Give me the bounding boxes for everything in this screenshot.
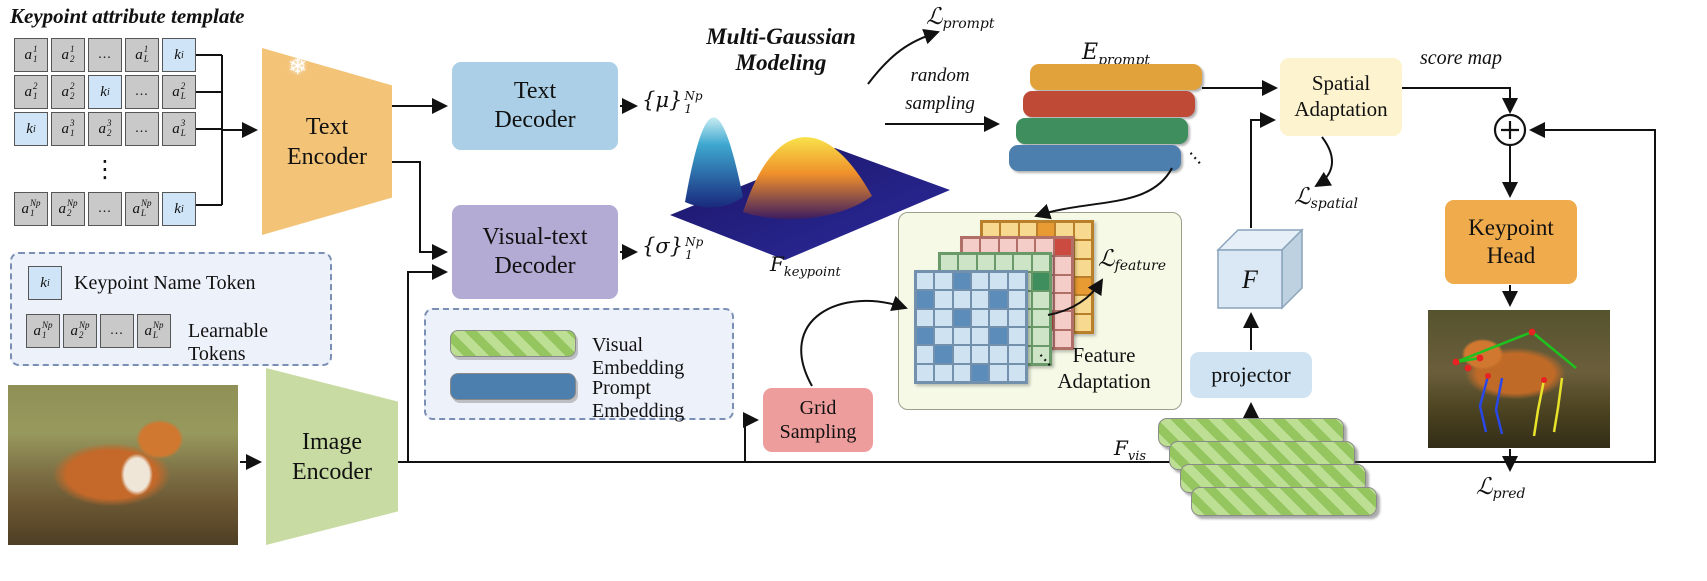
frozen-snowflake-icon: ❄ [288, 54, 308, 80]
attribute-token-cell: a Np L [137, 314, 171, 348]
prompt-embedding-label: Prompt Embedding [592, 377, 685, 422]
visual-embedding-bar [1191, 487, 1377, 516]
prompt-embedding-sample [450, 373, 576, 400]
text-encoder-label: Text [305, 113, 349, 140]
gaussian-peak-blue [685, 117, 743, 208]
attribute-token-cell: a Np L [125, 192, 159, 226]
image-encoder-label: Image [302, 428, 362, 455]
f-to-spatial-adaptation-arrow [1250, 112, 1276, 228]
ellipsis-cell: ... [100, 314, 134, 348]
score-map-label: score map [1420, 47, 1503, 69]
grid-sampling-block: Grid Sampling [763, 388, 873, 452]
pose-skeleton-overlay [1452, 328, 1577, 437]
attribute-token-cell: a Np 2 [51, 192, 85, 226]
embedding-legend-box: Visual Embedding Prompt Embedding [424, 308, 734, 422]
score-map-arrow [1402, 87, 1518, 114]
token-row: a 2 1 a 2 2 k i... a 2 L [14, 75, 196, 109]
f-vis-label: Fvis [1114, 436, 1147, 464]
visual-embedding-sample [450, 330, 576, 357]
token-sub: i [46, 277, 50, 289]
loss-pred-label: ℒpred [1476, 474, 1526, 503]
text-decoder-block: Text Decoder [452, 62, 618, 150]
attribute-token-cell: a Np 2 [63, 314, 97, 348]
visual-embedding-bar [1158, 418, 1344, 447]
ellipsis-cell: ... [125, 112, 159, 146]
eprompt-label: Eprompt [1082, 40, 1151, 69]
visual-embedding-label: Visual Embedding [592, 334, 685, 379]
figure-title: Keypoint attribute template [10, 4, 245, 28]
loss-prompt-label: ℒprompt [926, 4, 995, 33]
sum-node-icon [1493, 113, 1527, 147]
ellipsis-cell: ... [88, 38, 122, 72]
token-bracket [196, 54, 223, 206]
loss-feature-label: ℒfeature [1098, 246, 1167, 275]
ellipsis-cell: ... [88, 192, 122, 226]
learnable-token-legend-label: Learnable Tokens [188, 320, 268, 365]
eprompt-to-feature-adaptation-arrow [1034, 167, 1173, 220]
spatial-to-lspatial-arrow [1314, 136, 1334, 188]
gaussian-peak-orange [743, 137, 872, 220]
feature-cube-label: F [1242, 265, 1258, 294]
attribute-token-cell: a Np 1 [14, 192, 48, 226]
fox-input-photo [8, 385, 238, 545]
attribute-token-cell: a Np 1 [26, 314, 60, 348]
multi-gaussian-surface-plot [670, 117, 950, 260]
spatial-adaptation-block: Spatial Adaptation [1280, 58, 1402, 136]
visual-embedding-bar [1180, 464, 1366, 493]
sigma-set-label: {σ} Np 1 [642, 234, 704, 262]
multi-gaussian-title: Multi-Gaussian Modeling [706, 24, 856, 76]
text-encoder-to-visual-text-decoder-arrow [392, 161, 448, 260]
grid-sampling-to-fkeypoint-arrow [800, 295, 908, 387]
feature-grid-blue [914, 270, 1028, 384]
prompt-embedding-bar [1009, 145, 1181, 171]
projector-block: projector [1190, 352, 1312, 398]
token-grid-vdots: ⋮ [93, 155, 117, 183]
mu-set-label: {μ} Np 1 [642, 88, 703, 116]
keypoint-token-legend-label: Keypoint Name Token [74, 272, 256, 294]
keypoint-head-block: Keypoint Head [1445, 200, 1577, 284]
image-encoder-block: Image Encoder [266, 368, 398, 545]
loss-spatial-label: ℒspatial [1294, 184, 1358, 213]
token-base: k [40, 274, 47, 291]
visual-text-decoder-block: Visual-text Decoder [452, 205, 618, 299]
feature-adaptation-label: Feature Adaptation [1057, 343, 1151, 394]
visual-bars-ellipsis: ⋯ [1349, 494, 1378, 523]
prompt-bars-ellipsis: ⋯ [1181, 144, 1210, 173]
to-grid-sampling-arrow [743, 412, 759, 462]
random-sampling-label: random sampling [905, 65, 975, 114]
feature-cube [1216, 228, 1304, 310]
ellipsis-cell: ... [125, 75, 159, 109]
keypoint-dots [1452, 328, 1547, 383]
f-keypoint-label: Fkeypoint [770, 252, 841, 280]
fox-result-photo [1428, 310, 1610, 448]
text-encoder-block: Text Encoder [262, 48, 392, 235]
token-row: k i a 3 1 a 3 2... a 3 L [14, 112, 196, 146]
learnable-token-cells: a Np 1 a Np 2... a Np L [26, 314, 171, 348]
prompt-embedding-bar [1023, 91, 1195, 117]
prompt-embedding-bar [1016, 118, 1188, 144]
visual-embedding-bar [1169, 441, 1355, 470]
